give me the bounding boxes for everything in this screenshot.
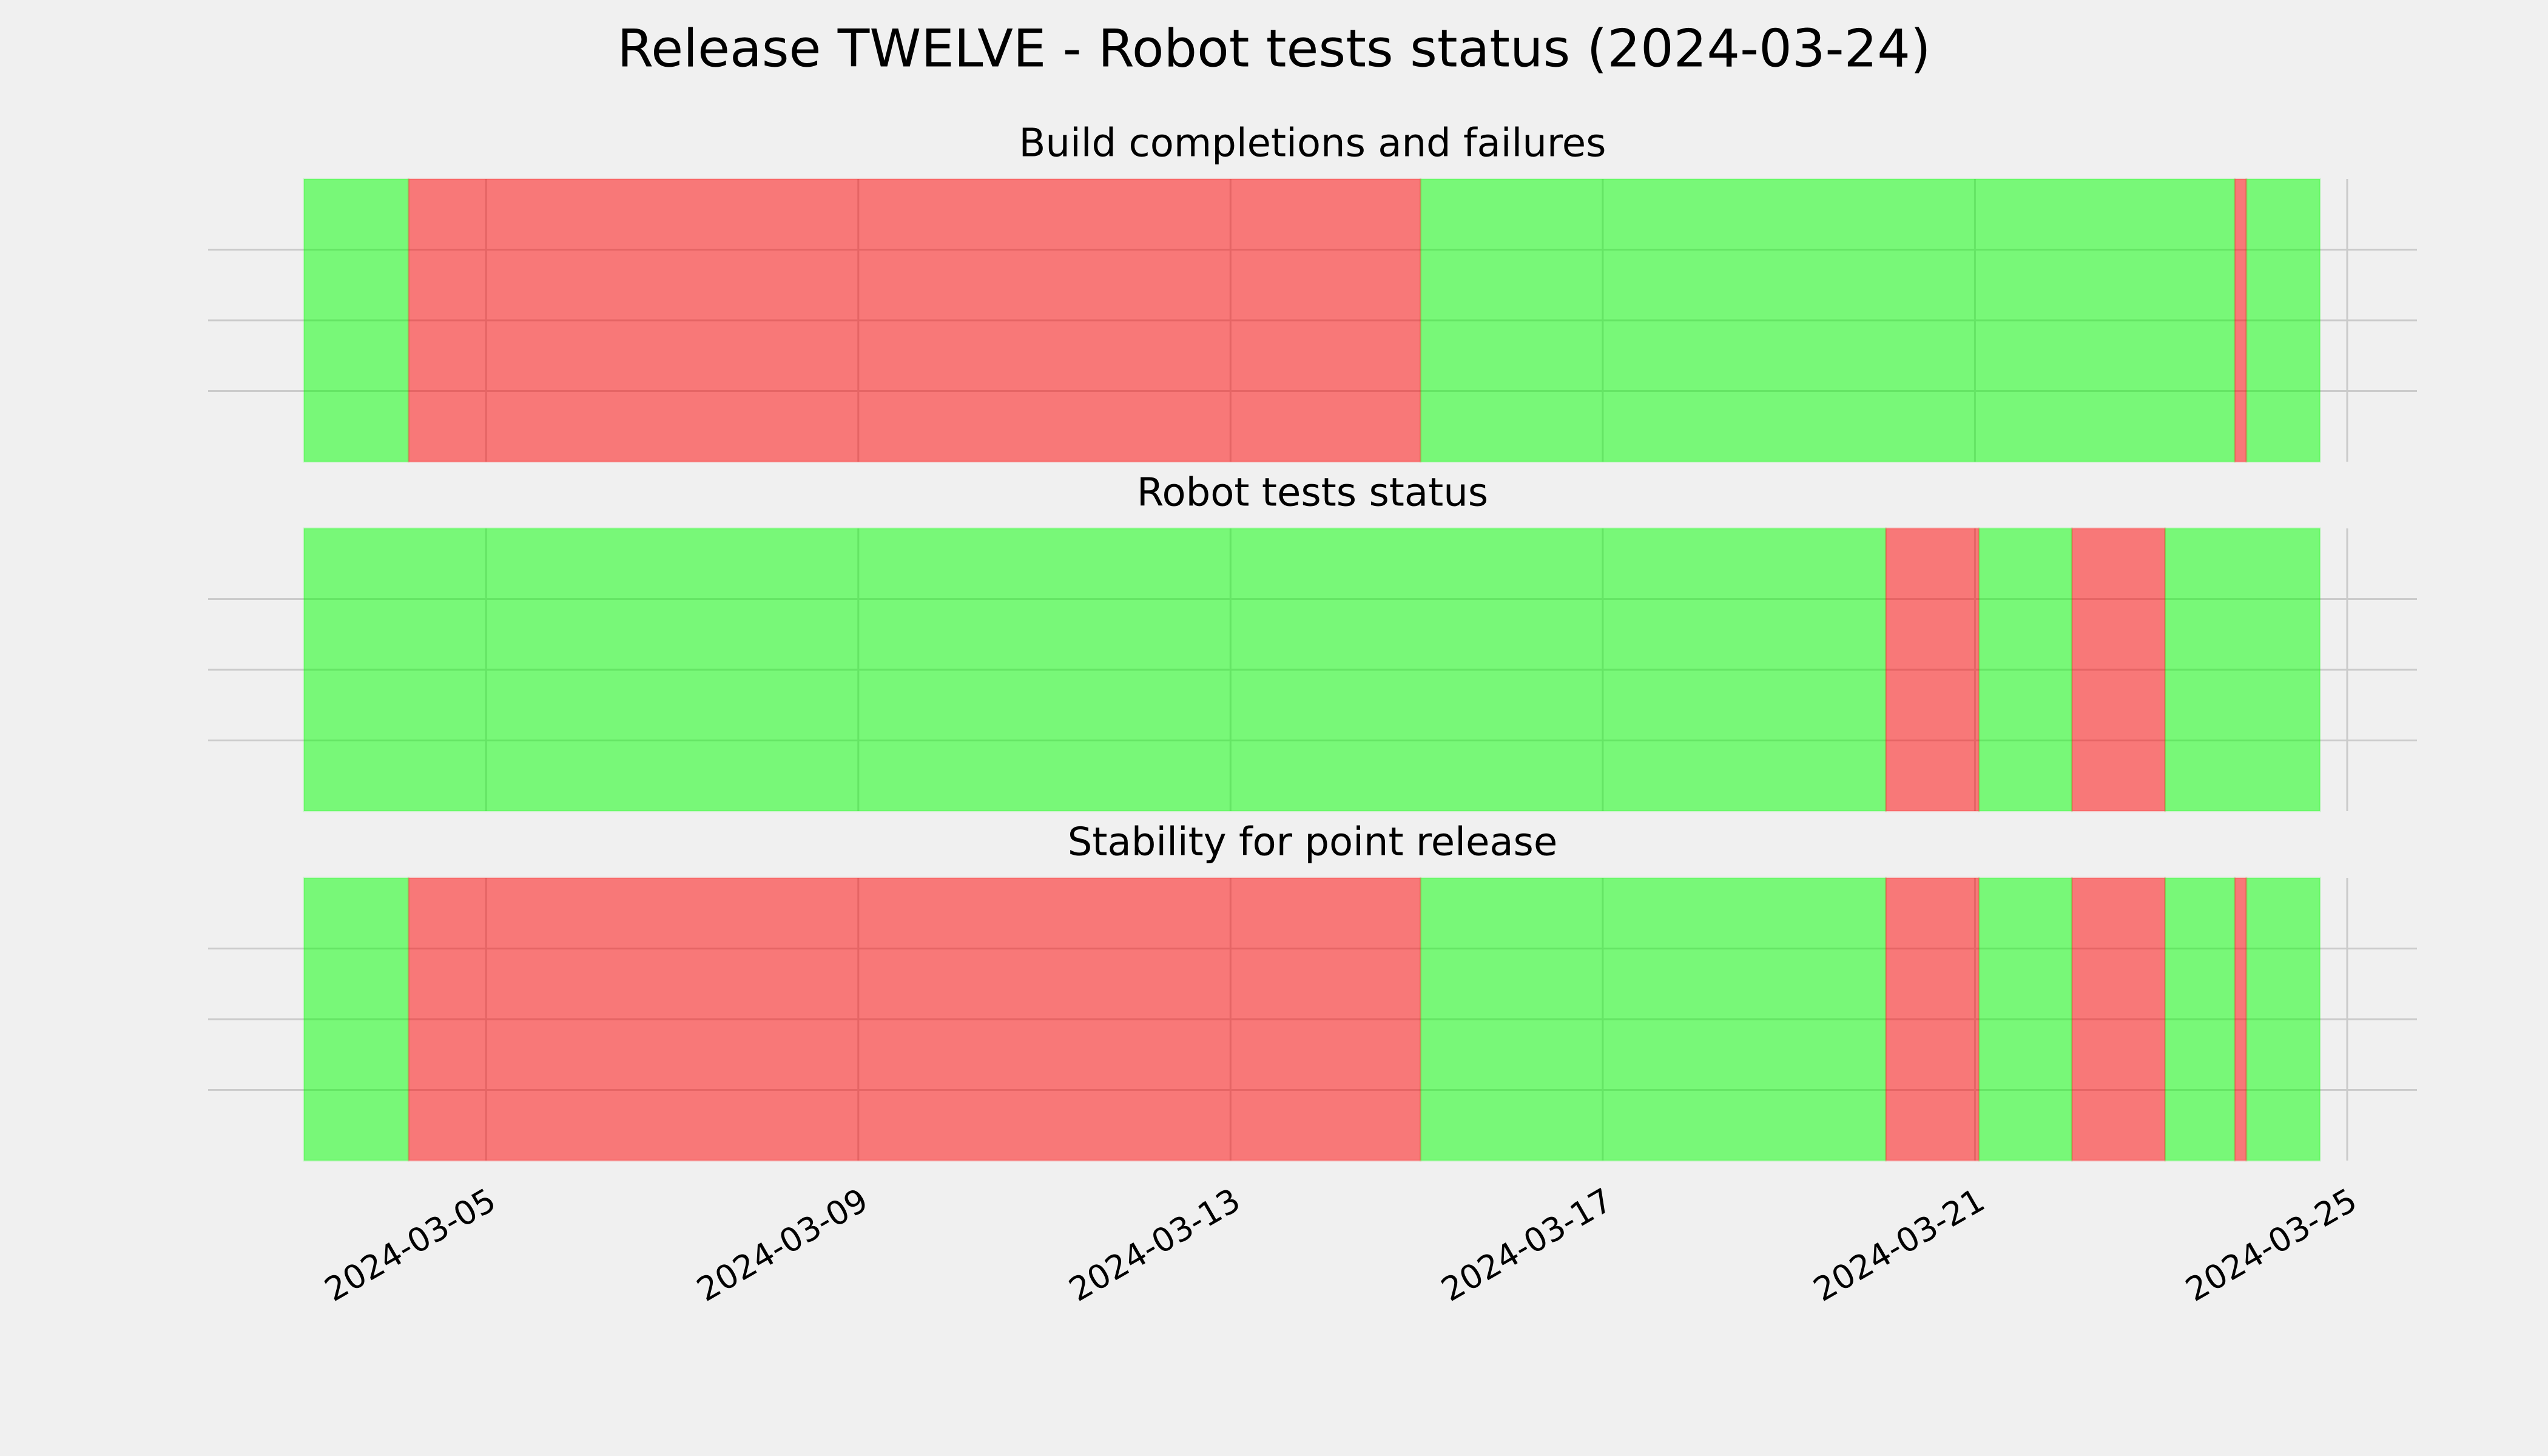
status-span [1884, 877, 1980, 1162]
x-tick-label: 2024-03-09 [690, 1181, 874, 1309]
status-span [1978, 527, 2073, 812]
status-span [407, 877, 1421, 1162]
x-tick-label: 2024-03-21 [1807, 1181, 1991, 1309]
status-span [2071, 877, 2166, 1162]
status-span [303, 527, 1887, 812]
status-span [2234, 877, 2248, 1162]
panel-title: Stability for point release [1068, 820, 1558, 865]
status-span [2164, 527, 2321, 812]
status-span [1884, 527, 1980, 812]
status-span [2071, 527, 2166, 812]
panel-title: Robot tests status [1137, 471, 1488, 516]
status-span [2245, 178, 2321, 463]
status-span [2164, 877, 2236, 1162]
x-tick-label: 2024-03-25 [2179, 1181, 2363, 1309]
status-span [303, 178, 410, 463]
status-span [2234, 178, 2248, 463]
x-tick-label: 2024-03-17 [1435, 1181, 1619, 1309]
status-span [303, 877, 410, 1162]
status-span [1978, 877, 2073, 1162]
status-span [407, 178, 1421, 463]
x-tick-label: 2024-03-13 [1063, 1181, 1247, 1309]
status-span [2245, 877, 2321, 1162]
x-tick-label: 2024-03-05 [318, 1181, 502, 1309]
status-span [1419, 178, 2236, 463]
panel-title: Build completions and failures [1019, 121, 1606, 166]
chart-title: Release TWELVE - Robot tests status (202… [617, 18, 1930, 79]
status-span [1419, 877, 1887, 1162]
